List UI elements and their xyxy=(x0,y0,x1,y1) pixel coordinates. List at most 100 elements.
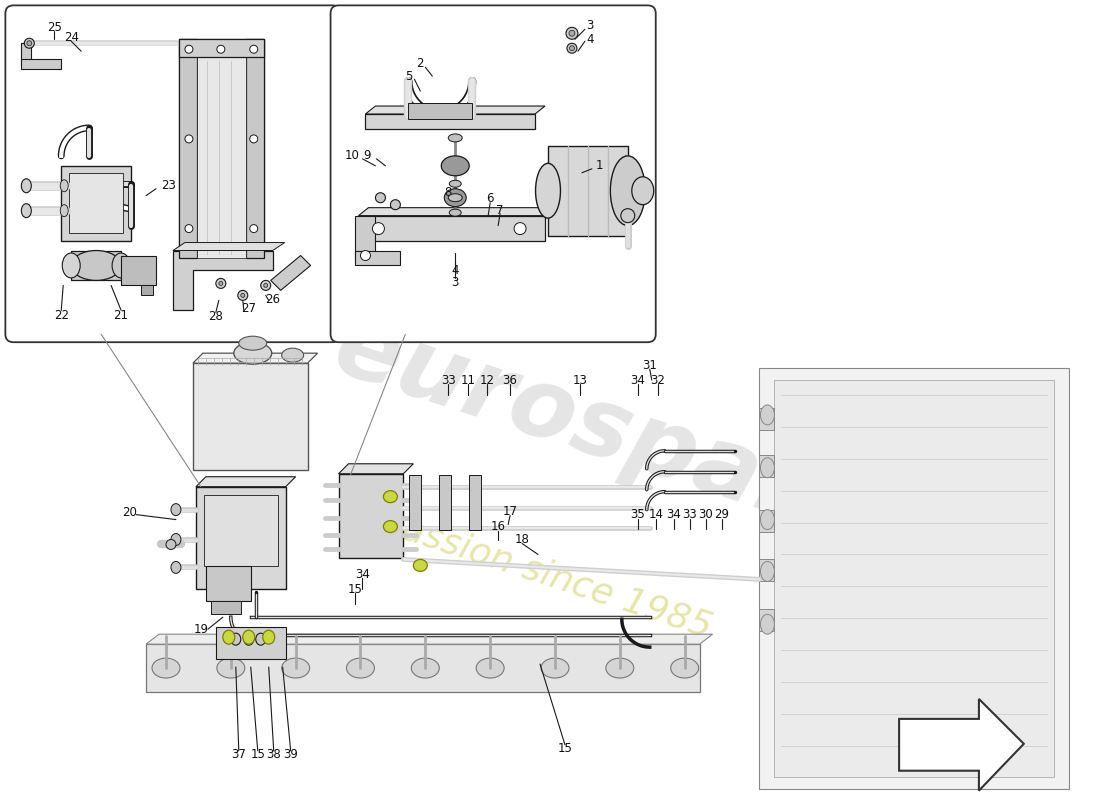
Text: 4: 4 xyxy=(586,33,594,46)
Text: 15: 15 xyxy=(558,742,572,755)
Polygon shape xyxy=(21,59,62,69)
Circle shape xyxy=(569,30,575,36)
Ellipse shape xyxy=(239,336,266,350)
Polygon shape xyxy=(359,216,544,241)
Text: 22: 22 xyxy=(54,309,68,322)
Text: 34: 34 xyxy=(667,508,681,521)
Polygon shape xyxy=(759,610,774,631)
Circle shape xyxy=(566,43,576,54)
Circle shape xyxy=(373,222,384,234)
Ellipse shape xyxy=(449,180,461,187)
Polygon shape xyxy=(72,250,121,281)
Polygon shape xyxy=(196,477,296,486)
FancyBboxPatch shape xyxy=(6,6,341,342)
Polygon shape xyxy=(179,39,264,57)
Ellipse shape xyxy=(760,510,774,530)
Text: 16: 16 xyxy=(491,520,506,533)
Text: 33: 33 xyxy=(441,374,455,386)
Ellipse shape xyxy=(671,658,698,678)
Polygon shape xyxy=(146,634,713,644)
Polygon shape xyxy=(197,57,245,258)
Ellipse shape xyxy=(282,658,309,678)
Circle shape xyxy=(375,193,385,202)
Ellipse shape xyxy=(112,253,130,278)
Text: 17: 17 xyxy=(503,505,518,518)
FancyBboxPatch shape xyxy=(470,474,481,530)
Circle shape xyxy=(264,283,267,287)
Text: 31: 31 xyxy=(642,358,657,372)
Text: 38: 38 xyxy=(266,748,282,762)
Circle shape xyxy=(390,200,400,210)
Text: 25: 25 xyxy=(47,21,62,34)
Circle shape xyxy=(24,38,34,48)
Circle shape xyxy=(250,225,257,233)
Ellipse shape xyxy=(610,156,646,226)
Polygon shape xyxy=(759,559,774,582)
Polygon shape xyxy=(211,602,241,614)
Polygon shape xyxy=(365,106,544,114)
Ellipse shape xyxy=(231,633,241,645)
Ellipse shape xyxy=(234,342,272,364)
Ellipse shape xyxy=(606,658,634,678)
Text: 6: 6 xyxy=(486,192,494,206)
Polygon shape xyxy=(759,510,774,531)
Text: 8: 8 xyxy=(444,186,452,199)
Ellipse shape xyxy=(449,194,462,202)
Text: 4: 4 xyxy=(451,264,459,277)
Text: 27: 27 xyxy=(241,302,256,315)
Polygon shape xyxy=(359,208,556,216)
Circle shape xyxy=(166,539,176,550)
Circle shape xyxy=(514,222,526,234)
Circle shape xyxy=(217,46,224,54)
Text: 3: 3 xyxy=(452,276,459,289)
Polygon shape xyxy=(245,39,264,258)
Polygon shape xyxy=(69,173,123,233)
Text: 1: 1 xyxy=(596,159,604,172)
Text: 3: 3 xyxy=(586,19,594,32)
Ellipse shape xyxy=(263,630,275,644)
Circle shape xyxy=(219,282,223,286)
Ellipse shape xyxy=(60,205,68,217)
FancyBboxPatch shape xyxy=(331,6,656,342)
Polygon shape xyxy=(339,464,414,474)
Polygon shape xyxy=(339,474,404,558)
Ellipse shape xyxy=(63,253,80,278)
Polygon shape xyxy=(355,216,375,261)
Polygon shape xyxy=(204,494,277,566)
Text: 10: 10 xyxy=(345,150,360,162)
Text: 34: 34 xyxy=(630,374,646,386)
Text: 9: 9 xyxy=(364,150,371,162)
Ellipse shape xyxy=(620,209,635,222)
Ellipse shape xyxy=(217,658,245,678)
Circle shape xyxy=(185,135,192,143)
Polygon shape xyxy=(271,255,310,290)
Polygon shape xyxy=(173,242,285,250)
Ellipse shape xyxy=(170,504,180,515)
Ellipse shape xyxy=(760,405,774,425)
Ellipse shape xyxy=(170,534,180,546)
Circle shape xyxy=(185,225,192,233)
Polygon shape xyxy=(179,39,197,258)
Text: 2: 2 xyxy=(417,57,425,70)
Ellipse shape xyxy=(170,562,180,574)
Circle shape xyxy=(216,278,225,288)
Polygon shape xyxy=(774,380,1054,777)
Text: 35: 35 xyxy=(630,508,646,521)
Text: 39: 39 xyxy=(283,748,298,762)
Circle shape xyxy=(566,27,578,39)
Polygon shape xyxy=(899,699,1024,790)
Text: 29: 29 xyxy=(714,508,729,521)
Polygon shape xyxy=(759,455,774,477)
Circle shape xyxy=(185,46,192,54)
Polygon shape xyxy=(21,43,31,66)
Text: eurospares: eurospares xyxy=(323,301,937,579)
Ellipse shape xyxy=(441,156,470,176)
Circle shape xyxy=(238,290,248,300)
FancyBboxPatch shape xyxy=(409,474,421,530)
Polygon shape xyxy=(355,250,400,266)
Circle shape xyxy=(361,250,371,261)
Text: 24: 24 xyxy=(64,30,79,44)
Text: 19: 19 xyxy=(194,622,208,636)
Circle shape xyxy=(570,46,574,50)
Text: 26: 26 xyxy=(265,293,280,306)
